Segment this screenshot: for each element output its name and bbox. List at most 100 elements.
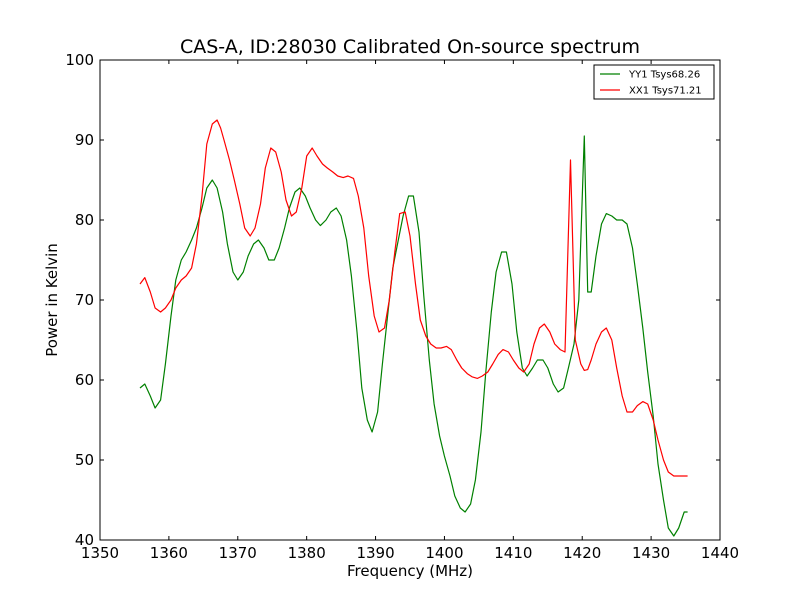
data-point-xx1 [456, 359, 458, 361]
data-point-yy1 [309, 207, 311, 209]
data-point-yy1 [557, 391, 559, 393]
data-point-xx1 [306, 155, 308, 157]
data-point-xx1 [368, 275, 370, 277]
data-point-yy1 [621, 219, 623, 221]
data-point-xx1 [642, 401, 644, 403]
data-point-yy1 [211, 179, 213, 181]
data-point-xx1 [220, 127, 222, 129]
data-point-xx1 [481, 375, 483, 377]
data-point-xx1 [249, 235, 251, 237]
data-point-yy1 [470, 503, 472, 505]
data-point-xx1 [280, 171, 282, 173]
data-point-xx1 [211, 123, 213, 125]
data-point-xx1 [216, 119, 218, 121]
data-point-xx1 [425, 335, 427, 337]
data-point-xx1 [388, 299, 390, 301]
data-point-yy1 [268, 259, 270, 261]
data-point-xx1 [275, 151, 277, 153]
data-point-yy1 [154, 407, 156, 409]
data-point-xx1 [149, 291, 151, 293]
data-point-xx1 [580, 363, 582, 365]
data-point-xx1 [632, 411, 634, 413]
data-point-yy1 [201, 207, 203, 209]
data-point-xx1 [342, 177, 344, 179]
data-point-yy1 [616, 219, 618, 221]
x-axis-label: Frequency (MHz) [347, 562, 473, 580]
data-point-xx1 [574, 339, 576, 341]
data-point-xx1 [201, 195, 203, 197]
data-point-xx1 [497, 353, 499, 355]
data-point-yy1 [350, 275, 352, 277]
data-point-yy1 [335, 207, 337, 209]
data-point-yy1 [346, 239, 348, 241]
data-point-yy1 [164, 363, 166, 365]
data-point-yy1 [433, 403, 435, 405]
data-point-yy1 [149, 395, 151, 397]
data-point-xx1 [687, 475, 689, 477]
data-point-yy1 [595, 255, 597, 257]
data-point-xx1 [175, 287, 177, 289]
data-point-xx1 [347, 175, 349, 177]
data-point-xx1 [647, 403, 649, 405]
data-point-xx1 [518, 367, 520, 369]
data-point-xx1 [285, 199, 287, 201]
data-point-xx1 [543, 323, 545, 325]
data-point-xx1 [337, 175, 339, 177]
data-point-xx1 [191, 267, 193, 269]
x-tick-label: 1370 [219, 544, 257, 562]
data-point-xx1 [673, 475, 675, 477]
data-point-yy1 [226, 243, 228, 245]
data-point-xx1 [254, 227, 256, 229]
data-point-xx1 [316, 155, 318, 157]
data-point-yy1 [304, 195, 306, 197]
legend: YY1 Tsys68.26 XX1 Tsys71.21 [593, 64, 715, 100]
data-point-yy1 [340, 215, 342, 217]
data-point-yy1 [356, 331, 358, 333]
data-point-xx1 [616, 367, 618, 369]
x-tick-label: 1350 [81, 544, 119, 562]
data-point-xx1 [570, 159, 572, 161]
data-point-yy1 [423, 295, 425, 297]
data-point-yy1 [459, 507, 461, 509]
data-point-xx1 [461, 367, 463, 369]
y-tick-label: 80 [75, 211, 94, 229]
data-point-yy1 [232, 271, 234, 273]
data-point-xx1 [564, 351, 566, 353]
data-point-yy1 [180, 259, 182, 261]
data-point-xx1 [399, 213, 401, 215]
data-point-xx1 [667, 471, 669, 473]
data-point-yy1 [330, 211, 332, 213]
data-point-yy1 [626, 223, 628, 225]
data-point-xx1 [139, 283, 141, 285]
data-point-yy1 [222, 211, 224, 213]
data-point-yy1 [408, 195, 410, 197]
plot-area [100, 60, 720, 540]
data-point-yy1 [632, 247, 634, 249]
data-point-xx1 [244, 227, 246, 229]
data-point-xx1 [357, 195, 359, 197]
data-point-xx1 [394, 251, 396, 253]
data-point-yy1 [495, 271, 497, 273]
data-point-yy1 [284, 227, 286, 229]
data-point-yy1 [216, 187, 218, 189]
data-point-xx1 [450, 349, 452, 351]
data-point-xx1 [332, 171, 334, 173]
data-point-xx1 [363, 227, 365, 229]
legend-label-yy1: YY1 Tsys68.26 [628, 70, 700, 81]
data-point-xx1 [373, 315, 375, 317]
data-point-yy1 [667, 527, 669, 529]
data-point-xx1 [160, 311, 162, 313]
data-point-xx1 [539, 327, 541, 329]
legend-box [593, 64, 715, 100]
data-point-yy1 [439, 435, 441, 437]
legend-label-xx1: XX1 Tsys71.21 [629, 86, 702, 97]
data-point-yy1 [578, 299, 580, 301]
data-point-xx1 [239, 203, 241, 205]
data-point-yy1 [536, 359, 538, 361]
x-tick-label: 1400 [425, 544, 463, 562]
data-point-yy1 [253, 243, 255, 245]
data-point-yy1 [294, 191, 296, 193]
data-point-xx1 [605, 327, 607, 329]
data-point-yy1 [366, 419, 368, 421]
data-point-xx1 [430, 343, 432, 345]
